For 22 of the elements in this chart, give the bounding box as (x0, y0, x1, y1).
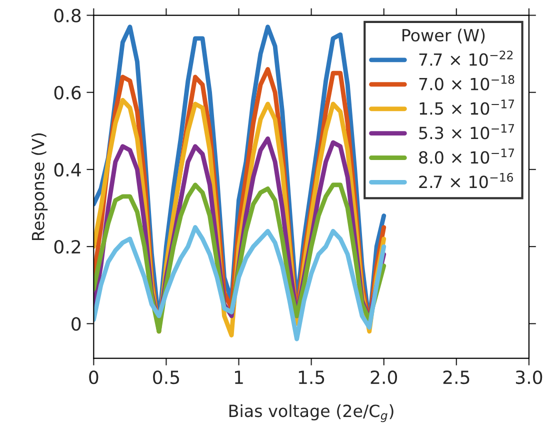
x-tick-label: 2.5 (443, 370, 470, 384)
legend-label: 7.0 × 10$^{−18}$ (419, 75, 514, 90)
y-tick-label: 0.8 (54, 8, 81, 22)
x-tick-label: 0.5 (153, 370, 179, 384)
legend-label: 7.7 × 10$^{−22}$ (419, 50, 513, 66)
y-tick-label: 0.2 (54, 240, 80, 254)
y-tick-label: 0.6 (54, 86, 81, 100)
x-tick-label: 1 (235, 370, 243, 384)
y-tick-label: 0 (72, 317, 81, 331)
y-axis-title: Response (V) (31, 133, 48, 240)
x-tick-label: 0 (89, 370, 98, 384)
x-tick-label: 3.0 (516, 370, 542, 384)
x-axis-title: Bias voltage (2e/C$_{g}$) (229, 404, 394, 422)
legend-label: 1.5 × 10$^{−17}$ (420, 100, 514, 115)
legend-label: 2.7 × 10$^{−16}$ (419, 172, 513, 188)
x-tick-label: 1.5 (298, 370, 324, 384)
legend-label: 5.3 × 10$^{−17}$ (419, 124, 514, 140)
legend-title: Power (W) (402, 28, 485, 44)
y-tick-label: 0.4 (54, 162, 81, 177)
legend-label: 8.0 × 10$^{−17}$ (419, 148, 514, 164)
line-series (94, 225, 386, 342)
x-tick-label: 2.0 (370, 370, 398, 384)
